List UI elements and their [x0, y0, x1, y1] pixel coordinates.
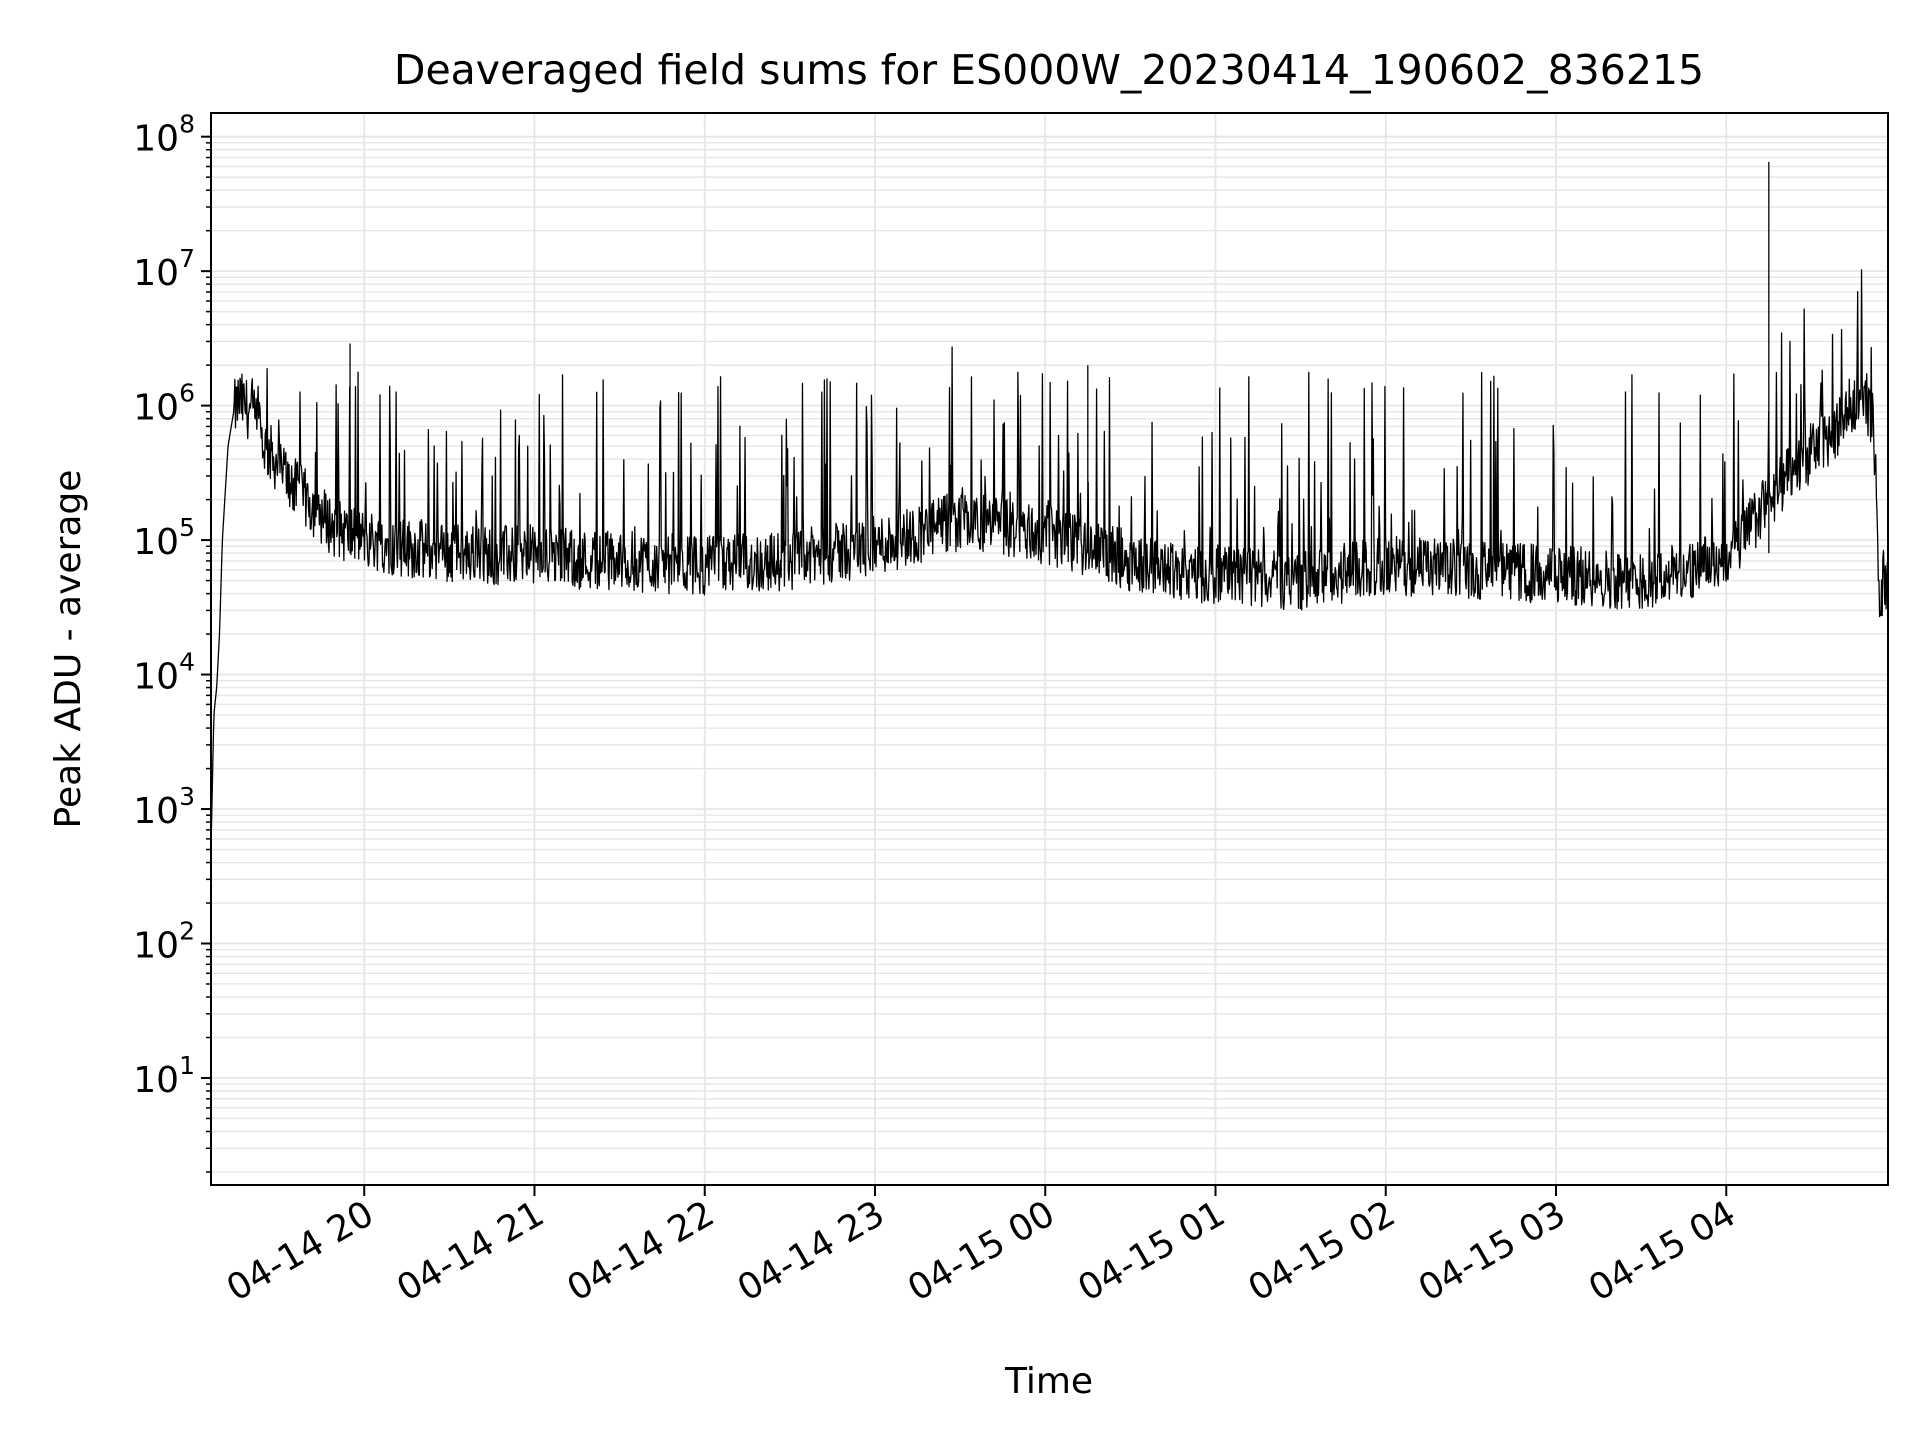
chart-title: Deaveraged field sums for ES000W_2023041… — [394, 46, 1704, 94]
y-tick-label: 105 — [133, 513, 195, 563]
y-tick-label: 103 — [133, 782, 195, 832]
series-layer — [210, 161, 1889, 850]
x-axis-label: Time — [1004, 1361, 1093, 1402]
y-tick-label: 106 — [133, 379, 195, 429]
y-tick-label: 104 — [133, 648, 195, 698]
y-tick-label: 101 — [133, 1051, 195, 1101]
plot-frame — [210, 112, 1889, 1186]
grid-lines — [211, 113, 1888, 1185]
y-tick-label: 108 — [133, 110, 195, 160]
y-axis-label: Peak ADU - average — [48, 470, 89, 829]
y-tick-label: 107 — [133, 244, 195, 294]
series-line — [210, 269, 1889, 850]
y-tick-label: 102 — [133, 917, 195, 967]
